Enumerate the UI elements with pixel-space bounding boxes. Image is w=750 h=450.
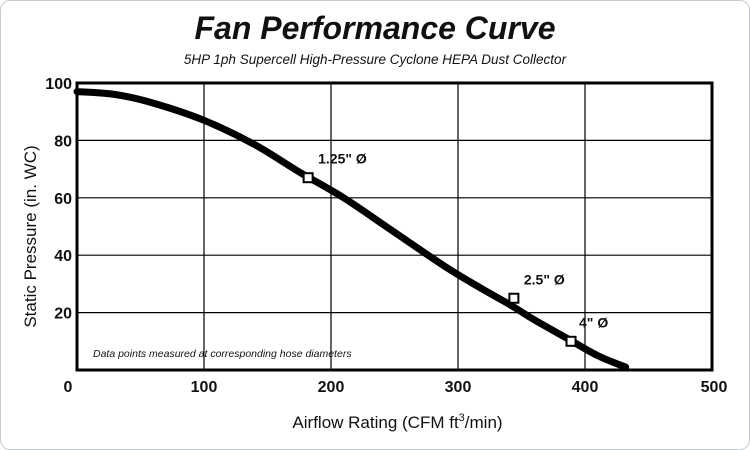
x-axis-label: Airflow Rating (CFM ft3/min) (292, 412, 502, 432)
y-tick-label: 40 (54, 248, 72, 265)
data-point-marker (302, 172, 314, 184)
y-tick-labels: 20 40 60 80 100 (45, 76, 72, 323)
y-tick-label: 80 (54, 133, 72, 150)
data-point-label: 1.25" Ø (318, 151, 367, 167)
chart-note: Data points measured at corresponding ho… (93, 348, 352, 360)
y-tick-label: 20 (54, 306, 72, 323)
x-tick-labels: 0 100 200 300 400 500 (64, 379, 728, 396)
y-tick-label: 60 (54, 191, 72, 208)
x-tick-label: 300 (445, 379, 472, 396)
x-tick-label: 200 (318, 379, 345, 396)
data-points: 1.25" Ø 2.5" Ø 4" Ø (302, 151, 608, 347)
y-axis-label: Static Pressure (in. WC) (21, 145, 40, 327)
grid-lines (77, 83, 712, 370)
x-tick-label: 400 (572, 379, 599, 396)
data-point-label: 2.5" Ø (524, 271, 565, 287)
chart-title: Fan Performance Curve (194, 10, 556, 46)
fan-curve-line (73, 88, 630, 371)
x-tick-label: 100 (191, 379, 218, 396)
x-tick-label: 0 (64, 379, 73, 396)
x-tick-label: 500 (701, 379, 728, 396)
data-point-label: 4" Ø (579, 314, 608, 330)
y-tick-label: 100 (45, 76, 72, 93)
data-point-marker (565, 335, 577, 347)
chart-subtitle: 5HP 1ph Supercell High-Pressure Cyclone … (183, 52, 567, 67)
plot-border (75, 81, 714, 372)
data-point-marker (508, 292, 520, 304)
